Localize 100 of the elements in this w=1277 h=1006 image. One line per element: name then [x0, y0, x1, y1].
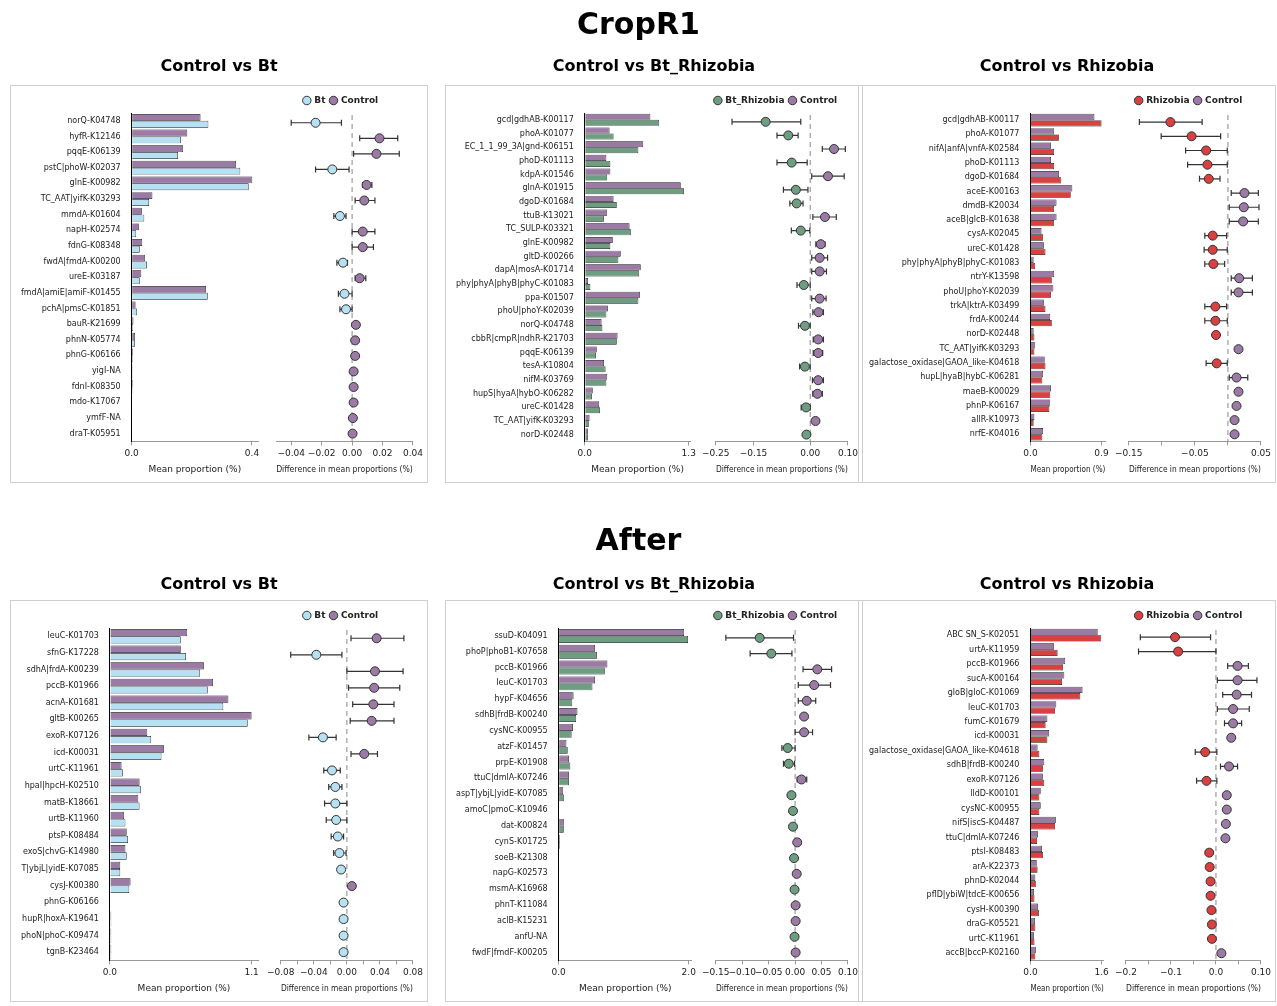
y-tick-label: hupL|hyaB|hybC-K06281 — [920, 372, 1020, 382]
point — [1170, 632, 1180, 643]
x-tick-label: 1.3 — [681, 448, 696, 459]
y-tick-label: gltB-K00265 — [49, 714, 99, 724]
y-tick-label: TC_AAT|yifK-K03293 — [39, 194, 121, 204]
point — [819, 212, 830, 222]
y-tick-label: ymfF-NA — [86, 413, 122, 423]
y-tick-label: phoU|phoY-K02039 — [943, 286, 1020, 296]
point — [371, 148, 382, 159]
y-tick-label: cysA-K02045 — [967, 229, 1020, 239]
y-tick-label: phoD-K01113 — [518, 155, 574, 165]
y-tick-label: pccB-K01966 — [494, 662, 548, 672]
point — [1229, 415, 1240, 426]
y-tick-label: bauR-K21699 — [66, 319, 121, 329]
point — [1239, 188, 1250, 199]
point — [760, 116, 771, 127]
y-tick-label: urtB-K11960 — [48, 814, 99, 824]
y-tick-label: fdnI-K08350 — [71, 381, 121, 391]
y-tick-label: pqqE-K06139 — [519, 347, 574, 357]
point — [809, 680, 820, 691]
x-tick-label: 0.0 — [1023, 967, 1038, 978]
point — [338, 897, 349, 908]
x-axis-title: Mean proportion (%) — [1030, 463, 1106, 475]
y-tick-label: napH-K02574 — [65, 225, 121, 235]
point — [369, 666, 380, 677]
legend-label: Control — [799, 609, 838, 620]
y-tick-label: ABC SN_S-K02051 — [946, 630, 1020, 640]
point — [327, 765, 338, 776]
y-tick-label: amoC|pmoC-K10946 — [464, 805, 548, 815]
point — [368, 699, 379, 710]
y-tick-label: aceB|glcB-K01638 — [946, 215, 1020, 225]
point — [1238, 202, 1249, 213]
point — [1206, 919, 1217, 930]
y-tick-label: nifS|iscS-K04487 — [952, 818, 1020, 828]
point — [787, 821, 798, 832]
y-tick-label: pstC|phoW-K02037 — [43, 162, 121, 172]
point — [754, 632, 765, 643]
point — [1233, 386, 1244, 397]
point — [1231, 400, 1242, 411]
y-tick-label: norD-K02448 — [520, 429, 574, 439]
x-tick-label: −0.05 — [1181, 448, 1209, 459]
point — [789, 884, 800, 895]
y-tick-label: napG-K02573 — [492, 868, 548, 878]
x-tick-label: −0.1 — [1160, 967, 1182, 978]
y-tick-label: ttuB-K13021 — [523, 210, 574, 220]
x-axis-title: Mean proportion (%) — [578, 982, 672, 993]
point — [789, 853, 800, 864]
chart-title: Control vs Rhizobia — [978, 56, 1156, 75]
point — [801, 429, 812, 440]
y-tick-label: tesA-K10804 — [522, 361, 574, 371]
y-tick-label: glnE-K00982 — [69, 178, 121, 188]
point — [1221, 790, 1232, 801]
y-tick-label: gltD-K00266 — [523, 251, 574, 261]
y-tick-label: yigI-NA — [91, 366, 122, 376]
point — [311, 649, 322, 660]
y-tick-label: aceE-K00163 — [966, 186, 1020, 196]
y-tick-label: pflD|ybiW|tdcE-K00656 — [926, 890, 1020, 900]
y-tick-label: galactose_oxidase|GAOA_like-K04618 — [869, 357, 1020, 367]
point — [790, 916, 801, 927]
x-axis-title: Mean proportion (%) — [1030, 982, 1104, 994]
x-tick-label: 0.05 — [811, 967, 832, 978]
point — [347, 428, 358, 439]
x-tick-label: 0.0 — [551, 967, 567, 978]
y-tick-label: nrfE-K04016 — [969, 429, 1020, 439]
y-tick-label: urtA-K11959 — [969, 644, 1020, 654]
y-tick-label: EC_1_1_99_3A|gnd-K06151 — [464, 142, 574, 152]
x-tick-label: 0.08 — [402, 967, 424, 978]
y-tick-label: ntrY-K13598 — [970, 272, 1020, 282]
legend-label: Rhizobia — [1146, 94, 1190, 105]
y-tick-label: sdhB|frdB-K00240 — [946, 760, 1020, 770]
point — [790, 947, 801, 958]
point — [1204, 847, 1215, 858]
text: After — [594, 522, 683, 557]
y-tick-label: gcd|gdhAB-K00117 — [496, 114, 574, 124]
point — [310, 117, 321, 128]
x-tick-label: 0.05 — [1250, 448, 1271, 459]
y-tick-label: pccB-K01966 — [45, 681, 99, 691]
point — [789, 931, 800, 942]
y-tick-label: hpaI|hpcH-K02510 — [24, 780, 99, 790]
y-tick-label: trkA|ktrA-K03499 — [950, 300, 1020, 310]
y-tick-label: galactose_oxidase|GAOA_like-K04618 — [869, 745, 1020, 755]
point — [787, 805, 798, 816]
point — [350, 319, 361, 330]
y-tick-label: norQ-K04748 — [67, 115, 121, 125]
y-tick-label: TC_SULP-K03321 — [505, 224, 574, 234]
x-axis-title: Mean proportion (%) — [137, 982, 231, 993]
y-tick-label: mdo-K17067 — [69, 397, 121, 407]
point — [1204, 862, 1215, 873]
y-tick-label: phnT-K11084 — [494, 900, 548, 910]
x-tick-label: 0.00 — [785, 967, 806, 978]
x-tick-label: 0.00 — [800, 448, 821, 459]
point — [1220, 833, 1231, 844]
y-tick-label: kdpA-K01546 — [520, 169, 574, 179]
legend-label: Control — [1205, 94, 1243, 105]
x-tick-label: −0.04 — [277, 448, 306, 459]
x-tick-label: −0.25 — [701, 448, 730, 459]
point — [350, 335, 361, 346]
y-tick-label: soeB-K21308 — [494, 852, 548, 862]
x-tick-label: 0.10 — [837, 448, 859, 459]
point — [369, 682, 380, 693]
